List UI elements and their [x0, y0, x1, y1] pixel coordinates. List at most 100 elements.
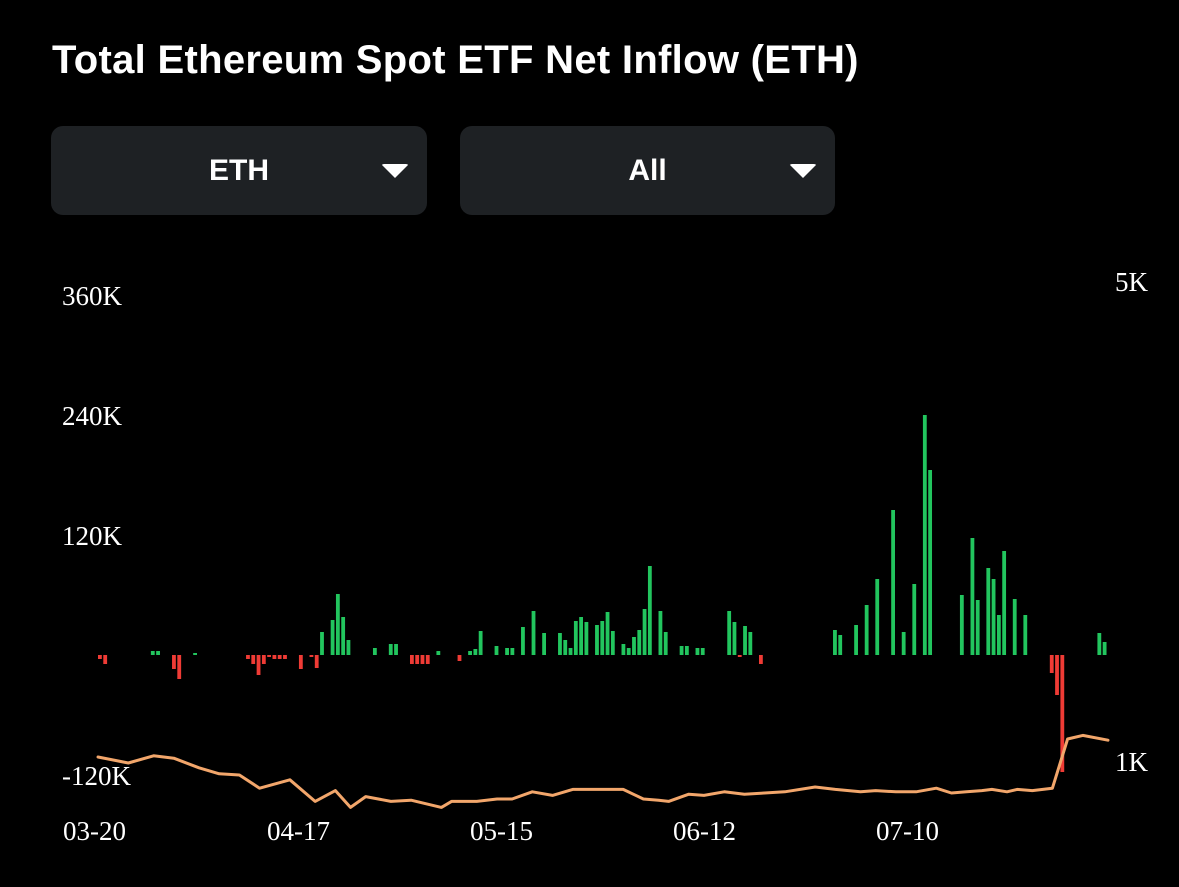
y-axis-left: 360K 240K 120K -120K: [62, 281, 131, 791]
bar: [833, 630, 837, 655]
bar: [314, 655, 319, 668]
caret-down-icon: [789, 164, 817, 178]
x-tick-label: 05-15: [470, 816, 533, 846]
bar: [700, 648, 705, 655]
bar: [928, 470, 933, 655]
bar: [542, 633, 546, 655]
y-tick-label-left: 120K: [62, 521, 123, 551]
bar: [912, 584, 917, 655]
bar: [854, 625, 858, 655]
bar: [595, 625, 599, 655]
bar: [98, 655, 102, 659]
bar: [420, 655, 425, 664]
bar: [468, 651, 472, 655]
bar: [330, 620, 335, 655]
bar: [743, 626, 747, 655]
bar: [309, 655, 314, 657]
bar: [457, 655, 462, 661]
y-tick-label-left: 240K: [62, 401, 123, 431]
bar: [298, 655, 303, 669]
x-tick-label: 04-17: [267, 816, 330, 846]
bar: [261, 655, 266, 664]
bar: [605, 612, 610, 655]
bar: [335, 594, 340, 655]
bar: [320, 632, 324, 655]
y-axis-right: 5K 1K: [1115, 267, 1149, 777]
bar: [341, 617, 346, 655]
bar: [986, 568, 991, 655]
bar: [415, 655, 420, 664]
bar: [1055, 655, 1059, 695]
asset-dropdown-value: ETH: [209, 153, 269, 187]
bar: [1023, 615, 1028, 655]
bar: [838, 635, 843, 655]
bar: [103, 655, 108, 664]
inflow-chart: 360K 240K 120K -120K 5K 1K 03-20 04-17 05-15 06…: [62, 267, 1149, 846]
bar: [748, 632, 753, 655]
bar: [409, 655, 414, 664]
x-tick-label: 06-12: [673, 816, 736, 846]
asset-dropdown[interactable]: ETH: [51, 126, 427, 215]
bar: [510, 648, 515, 655]
bar: [150, 651, 155, 655]
bar: [864, 605, 869, 655]
bar: [531, 611, 536, 655]
bar: [1102, 642, 1107, 655]
bar: [679, 646, 684, 655]
bar: [727, 611, 732, 655]
bar: [1012, 599, 1017, 655]
page-title: Total Ethereum Spot ETF Net Inflow (ETH): [52, 38, 859, 82]
y-tick-label-left: 360K: [62, 281, 123, 311]
bar: [579, 617, 584, 655]
bar: [584, 622, 589, 655]
line-series: [96, 733, 1110, 809]
bar: [1002, 551, 1007, 655]
bar: [521, 627, 525, 655]
bar: [975, 600, 980, 655]
bar: [372, 648, 377, 655]
bar: [875, 579, 880, 655]
x-axis: 03-20 04-17 05-15 06-12 07-10: [63, 816, 939, 846]
bar: [991, 579, 996, 655]
bar: [922, 415, 927, 655]
bar: [663, 632, 668, 655]
bar: [959, 595, 964, 655]
y-tick-label-right: 5K: [1115, 267, 1149, 297]
bar: [494, 646, 499, 655]
caret-down-icon: [381, 164, 409, 178]
bar: [156, 651, 160, 655]
bar: [172, 655, 176, 669]
x-tick-label: 03-20: [63, 816, 126, 846]
bar: [346, 640, 351, 655]
bar: [425, 655, 430, 664]
bar: [246, 655, 250, 659]
bar: [1060, 655, 1065, 772]
bar: [473, 649, 478, 655]
bar: [394, 644, 398, 655]
bar: [193, 653, 197, 655]
bar: [256, 655, 261, 675]
bar: [684, 646, 689, 655]
range-dropdown-value: All: [628, 153, 667, 187]
bar: [1097, 633, 1102, 655]
bar: [610, 631, 615, 655]
bar: [695, 648, 700, 655]
bar: [558, 633, 562, 655]
bar: [505, 648, 509, 655]
bar: [891, 510, 895, 655]
bar: [647, 566, 652, 655]
bar: [272, 655, 277, 659]
bar: [737, 655, 742, 657]
y-tick-label-right: 1K: [1115, 747, 1149, 777]
bar: [642, 609, 647, 655]
bar: [600, 621, 605, 655]
bar: [267, 655, 272, 657]
bar: [621, 644, 626, 655]
bar: [177, 655, 182, 679]
bar: [1049, 655, 1054, 673]
bar: [478, 631, 483, 655]
bar: [970, 538, 975, 655]
bar: [573, 621, 578, 655]
bar: [436, 651, 441, 655]
range-dropdown[interactable]: All: [460, 126, 835, 215]
